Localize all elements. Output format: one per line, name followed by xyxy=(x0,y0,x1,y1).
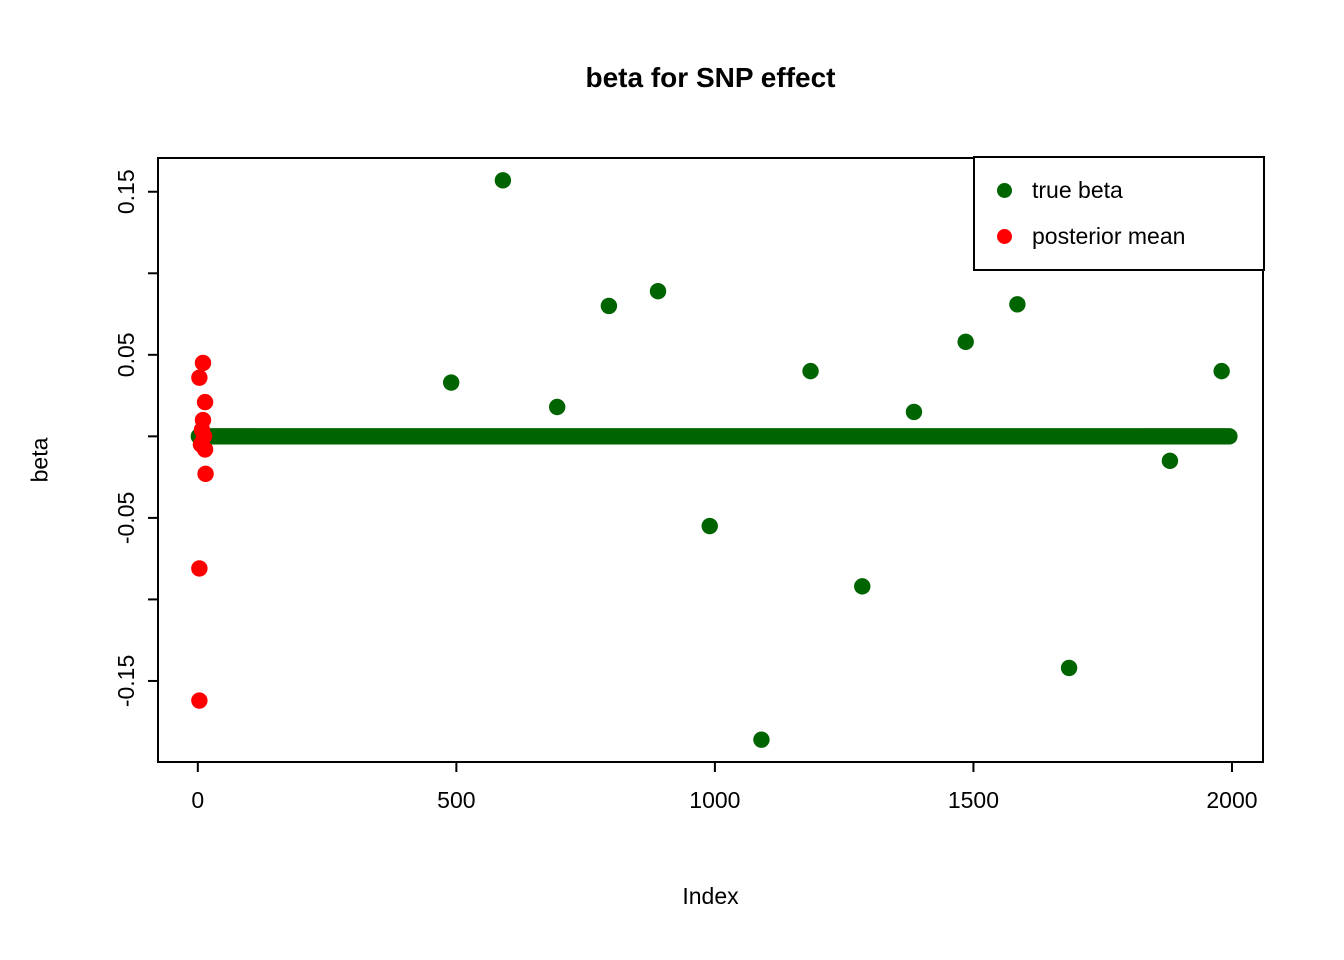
y-tick-label: -0.05 xyxy=(113,492,139,544)
posterior-mean-point xyxy=(197,465,214,483)
y-tick-label: 0.15 xyxy=(113,169,139,214)
true-beta-point xyxy=(802,362,819,380)
x-tick-label: 500 xyxy=(437,787,475,813)
posterior-mean-point xyxy=(191,369,208,386)
x-tick-label: 1000 xyxy=(689,787,740,813)
true-beta-point xyxy=(905,403,923,421)
legend: true beta posterior mean xyxy=(973,156,1265,271)
x-axis-title: Index xyxy=(682,883,739,909)
posterior-mean-point xyxy=(196,393,214,411)
true-beta-point xyxy=(854,578,871,595)
posterior-mean-point xyxy=(196,441,214,458)
true-beta-point xyxy=(753,731,770,748)
true-beta-point xyxy=(957,333,974,350)
y-tick-label: 0.05 xyxy=(113,332,139,377)
legend-label-posterior-mean: posterior mean xyxy=(1032,223,1186,249)
posterior-mean-point xyxy=(191,692,208,709)
plot-border xyxy=(157,157,1264,763)
true-beta-point xyxy=(548,398,566,416)
y-tick-label: -0.15 xyxy=(113,655,139,707)
legend-item-true-beta: true beta xyxy=(997,177,1263,204)
true-beta-point xyxy=(649,283,667,300)
x-tick-label: 2000 xyxy=(1206,787,1257,813)
posterior-mean-point xyxy=(191,560,208,577)
posterior-mean-point xyxy=(194,354,212,372)
chart-title: beta for SNP effect xyxy=(585,62,836,93)
true-beta-point xyxy=(442,374,460,391)
legend-item-posterior-mean: posterior mean xyxy=(997,223,1263,250)
true-beta-point xyxy=(701,517,718,535)
legend-label-true-beta: true beta xyxy=(1032,177,1123,203)
x-tick-label: 0 xyxy=(191,787,204,813)
true-beta-point xyxy=(1009,296,1026,313)
true-beta-point xyxy=(494,172,512,189)
x-tick-label: 1500 xyxy=(948,787,999,813)
true-beta-point xyxy=(1161,452,1179,470)
true-beta-point xyxy=(1060,659,1078,677)
true-beta-point xyxy=(1213,362,1230,380)
y-axis-title: beta xyxy=(26,437,53,483)
true-beta-point xyxy=(600,297,618,315)
posterior-mean-dot-icon xyxy=(997,229,1012,244)
true-beta-dot-icon xyxy=(997,183,1012,198)
